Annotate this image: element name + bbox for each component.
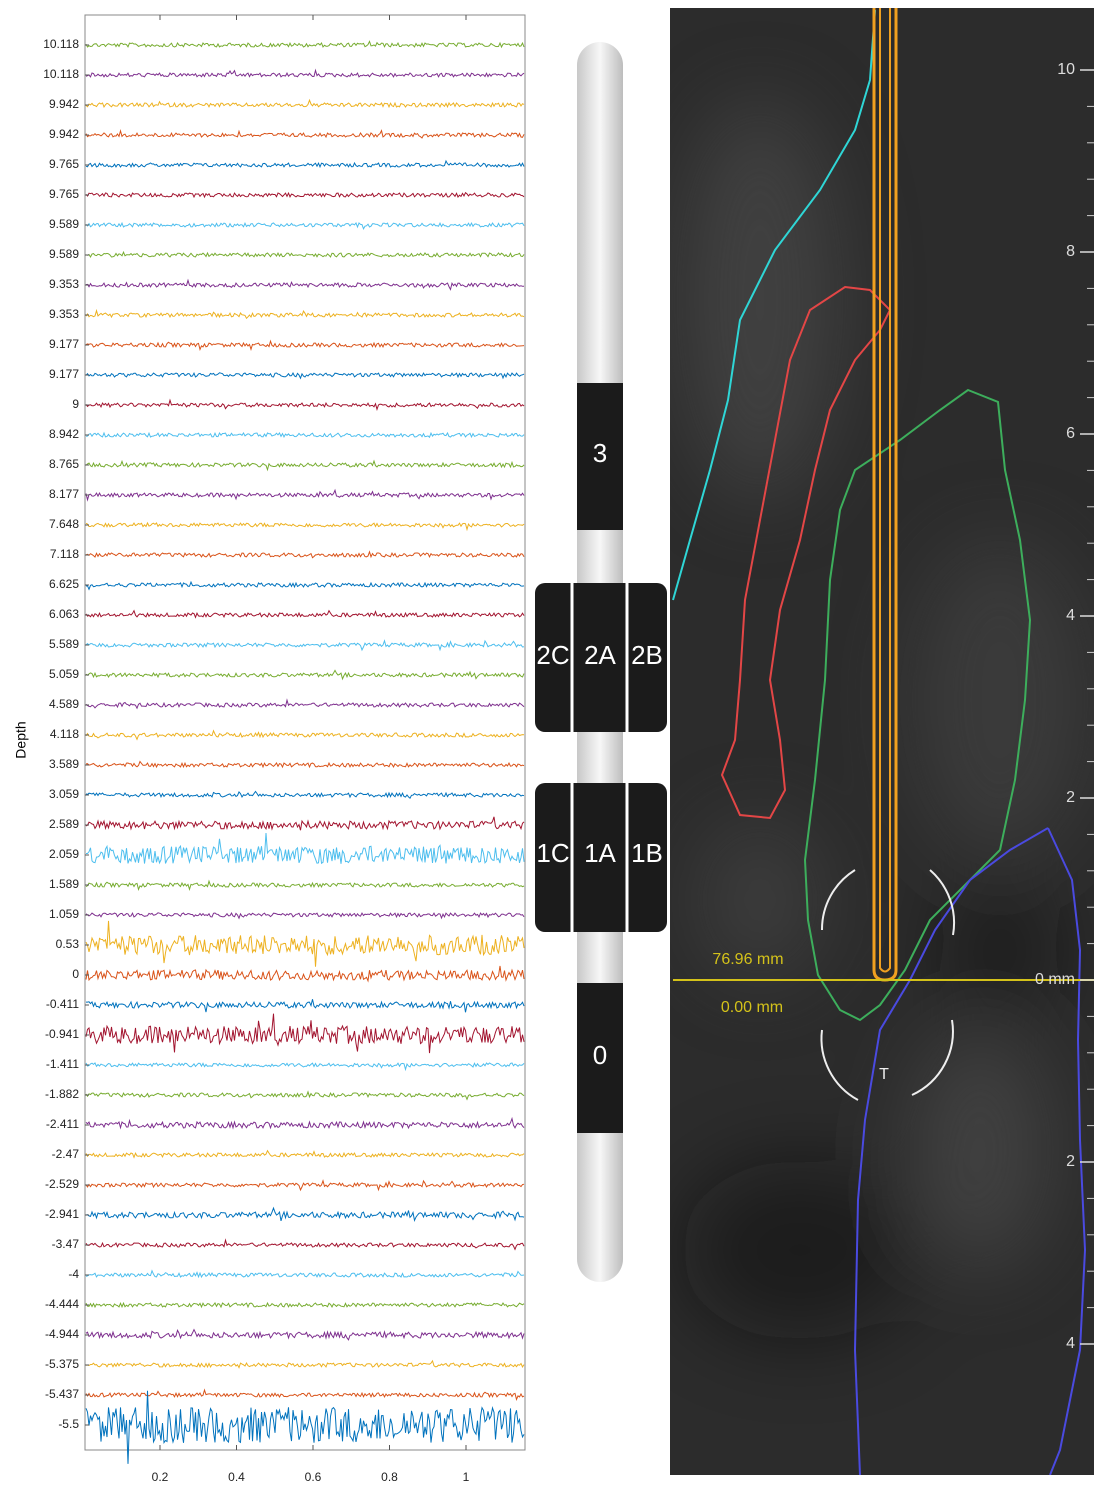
depth-label: 9.177: [49, 367, 79, 381]
depth-label: 10.118: [43, 37, 79, 51]
depth-label: 6.063: [49, 607, 79, 621]
depth-label: -5.5: [58, 1417, 79, 1431]
measure-label: 76.96 mm: [712, 951, 783, 968]
depth-label: -0.411: [46, 997, 79, 1011]
contact-label: 2A: [584, 640, 616, 670]
scale-label: 2: [1066, 789, 1075, 806]
depth-label: 1.589: [49, 877, 79, 891]
scale-label: 4: [1066, 607, 1075, 624]
scale-label: 8: [1066, 243, 1075, 260]
depth-label: 3.059: [49, 787, 79, 801]
depth-label: -0.941: [45, 1027, 79, 1041]
depth-label: 9.942: [49, 127, 79, 141]
depth-label: -4.444: [45, 1297, 79, 1311]
figure: Depth 10.118 10.118 9.942 9.942 9.765 9.765 9.…: [0, 0, 1094, 1493]
depth-label: -4.944: [45, 1327, 79, 1341]
depth-label: 9.353: [49, 307, 79, 321]
depth-label: 7.648: [49, 517, 79, 531]
depth-label: 9.942: [49, 97, 79, 111]
contact-label: 2C: [536, 640, 569, 670]
depth-label: -1.882: [45, 1087, 79, 1101]
depth-label: 9.589: [49, 217, 79, 231]
depth-label: 4.118: [50, 727, 79, 741]
scale-label: 0 mm: [1035, 971, 1075, 988]
depth-label: 9.765: [49, 157, 79, 171]
depth-label: -1.411: [46, 1057, 79, 1071]
depth-label: 4.589: [49, 697, 79, 711]
depth-label: -3.47: [52, 1237, 80, 1251]
depth-label: 9.765: [49, 187, 79, 201]
depth-label: -2.529: [45, 1177, 79, 1191]
depth-label: -5.437: [45, 1387, 79, 1401]
target-label: T: [879, 1066, 889, 1083]
contact-label: 0: [593, 1040, 607, 1070]
depth-label: 9: [72, 397, 79, 411]
x-tick-label: 0.6: [305, 1470, 322, 1484]
lead-diagram: 3 2C 2A 2B 1C 1A 1B 0: [535, 42, 667, 1282]
y-axis-label: Depth: [13, 721, 29, 758]
contact-label: 1A: [584, 838, 616, 868]
contact-label: 2B: [631, 640, 663, 670]
depth-label: 9.353: [49, 277, 79, 291]
depth-label: 3.589: [49, 757, 79, 771]
depth-label: 0.53: [56, 937, 80, 951]
depth-label: 7.118: [50, 547, 79, 561]
depth-label: 8.177: [49, 487, 79, 501]
depth-label: -5.375: [45, 1357, 79, 1371]
depth-label: 0: [72, 967, 79, 981]
depth-label: -2.941: [45, 1207, 79, 1221]
depth-label: -2.47: [52, 1147, 80, 1161]
contact-label: 3: [593, 438, 607, 468]
depth-label: 8.765: [49, 457, 79, 471]
scale-label: 10: [1057, 61, 1075, 78]
scale-label: 6: [1066, 425, 1075, 442]
depth-label: 6.625: [49, 577, 79, 591]
contact-label: 1C: [536, 838, 569, 868]
depth-label: 9.177: [49, 337, 79, 351]
depth-label: 5.059: [49, 667, 79, 681]
scale-label: 4: [1066, 1335, 1075, 1352]
x-tick-label: 0.2: [152, 1470, 169, 1484]
measure-label: 0.00 mm: [721, 999, 783, 1016]
depth-label: 8.942: [49, 427, 79, 441]
x-tick-label: 1: [463, 1470, 470, 1484]
depth-label: 5.589: [49, 637, 79, 651]
depth-label: -2.411: [46, 1117, 79, 1131]
axes-box: [85, 15, 525, 1450]
depth-label: 10.118: [43, 67, 79, 81]
scale-label: 2: [1066, 1153, 1075, 1170]
depth-label: 9.589: [49, 247, 79, 261]
depth-label: -4: [68, 1267, 79, 1281]
image-panel: 76.96 mm 0.00 mm T 10 8 6 4 2 0 mm 2 4: [670, 8, 1094, 1475]
depth-label: 2.059: [49, 847, 79, 861]
depth-label: 2.589: [49, 817, 79, 831]
x-tick-label: 0.4: [228, 1470, 245, 1484]
traces-panel: Depth 10.118 10.118 9.942 9.942 9.765 9.765 9.…: [13, 15, 525, 1484]
depth-label: 1.059: [49, 907, 79, 921]
x-tick-label: 0.8: [381, 1470, 398, 1484]
contact-label: 1B: [631, 838, 663, 868]
